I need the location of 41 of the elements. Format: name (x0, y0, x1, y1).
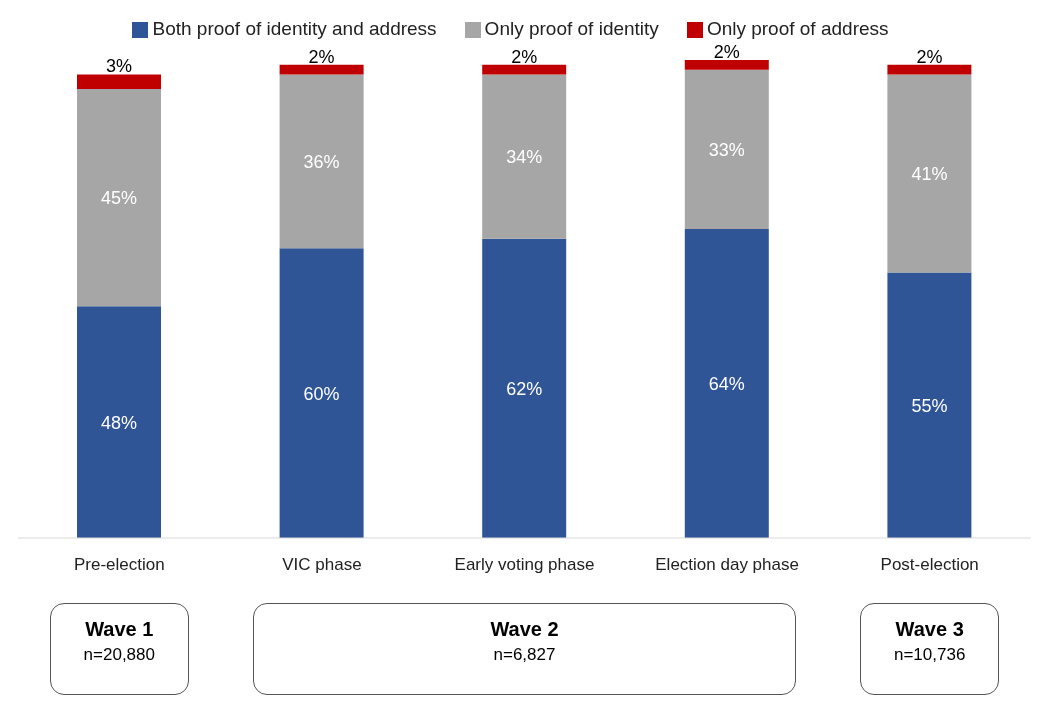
x-tick-label: Election day phase (655, 555, 799, 575)
legend-label: Only proof of address (706, 18, 889, 39)
x-tick-label: Post-election (880, 555, 979, 575)
data-label: 2% (308, 46, 335, 67)
bar (482, 238, 567, 538)
data-label: 60% (303, 383, 340, 404)
bar (77, 306, 161, 538)
bar (279, 64, 364, 75)
bar (482, 74, 567, 239)
data-label: 64% (708, 373, 745, 394)
data-label: 45% (100, 188, 138, 208)
data-label: 3% (105, 56, 133, 77)
data-label: 62% (506, 378, 543, 399)
bar (77, 74, 161, 89)
bar (887, 74, 972, 273)
bar (279, 248, 364, 538)
legend-label: Both proof of identity and address (152, 18, 437, 39)
legend-label: Only proof of identity (484, 18, 659, 39)
bar (887, 64, 972, 75)
bar (482, 64, 567, 75)
wave-box: Wave 3 n=10,736 (860, 603, 999, 695)
data-label: 2% (713, 42, 740, 62)
bar (684, 69, 769, 229)
data-label: 34% (506, 146, 543, 167)
bar (77, 88, 161, 307)
data-label: 33% (708, 139, 745, 160)
data-label: 2% (511, 46, 538, 67)
x-tick-label: Early voting phase (454, 555, 595, 575)
data-label: 55% (911, 395, 948, 416)
data-label: 48% (100, 412, 138, 433)
bar (887, 272, 972, 538)
x-tick-label: Pre-election (73, 555, 165, 575)
wave-box: Wave 1 n=20,880 (50, 603, 189, 695)
data-label: 36% (303, 151, 340, 172)
bar (279, 74, 364, 249)
data-label: 41% (911, 163, 948, 184)
bar (684, 228, 769, 538)
wave-box: Wave 2 n=6,827 (252, 603, 797, 695)
bar (684, 60, 769, 70)
x-tick-label: VIC phase (282, 555, 362, 575)
data-label: 2% (916, 46, 943, 67)
